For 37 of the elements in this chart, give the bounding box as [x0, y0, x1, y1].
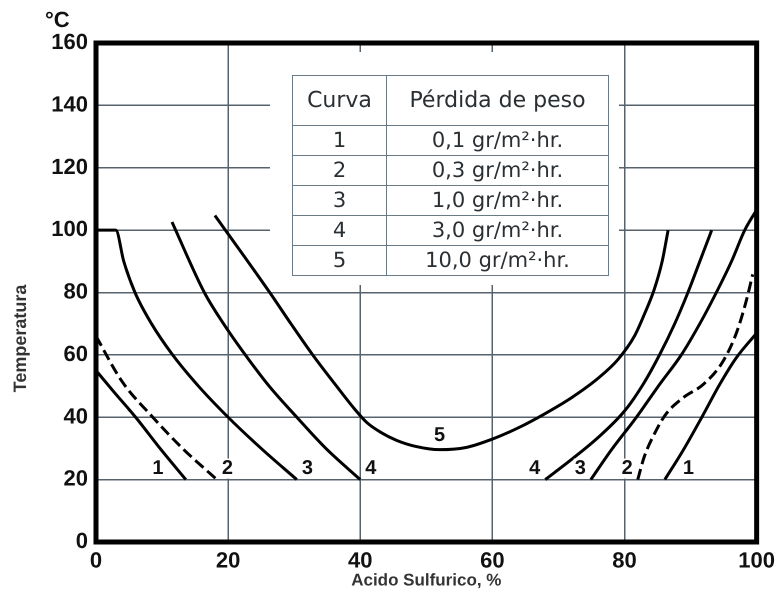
x-tick-label: 80 — [612, 547, 637, 572]
y-tick-label: 80 — [64, 278, 88, 304]
x-tick-label: 20 — [216, 547, 240, 572]
annotation: 0,3 gr/m²·hr. — [386, 156, 608, 186]
x-axis-title: Acido Sulfurico, % — [351, 570, 502, 590]
y-tick-label: 140 — [51, 91, 88, 116]
series-label: 1 — [152, 457, 164, 480]
y-tick-label: 20 — [64, 466, 88, 491]
y-axis-title: Temperatura — [10, 284, 30, 392]
line-series — [213, 214, 670, 452]
text: 1 — [332, 128, 346, 152]
x-tick-label: 100 — [738, 547, 776, 572]
y-tick-label: 100 — [51, 216, 88, 242]
annotation: Pérdida de peso — [386, 76, 608, 126]
x-tick-label: 60 — [480, 547, 505, 572]
annotation: 1 — [682, 457, 694, 480]
y-tick-label: 60 — [64, 340, 88, 366]
series-label: 3 — [302, 457, 313, 480]
annotation: 3 — [574, 457, 586, 480]
annotation: 10,0 gr/m²·hr. — [386, 246, 608, 276]
annotation: 4 — [529, 457, 542, 480]
annotation: Curva — [292, 76, 386, 126]
annotation: 2 — [622, 457, 633, 480]
series-label: 4 — [365, 457, 378, 480]
series-label: 2 — [222, 457, 234, 480]
text: 3 — [332, 188, 346, 212]
annotation: 1,0 gr/m²·hr. — [386, 186, 608, 216]
annotation: 5 — [292, 246, 386, 276]
text: 4 — [332, 218, 346, 242]
y-tick-label: 120 — [51, 154, 88, 179]
y-tick-label: 0 — [76, 528, 88, 554]
annotation: 3,0 gr/m²·hr. — [386, 216, 608, 246]
series-label: 5 — [434, 424, 446, 446]
annotation: 0,1 gr/m²·hr. — [386, 126, 608, 156]
text: 2 — [332, 158, 346, 182]
y-tick-label: 40 — [64, 403, 88, 428]
x-tick-label: 40 — [348, 547, 372, 572]
